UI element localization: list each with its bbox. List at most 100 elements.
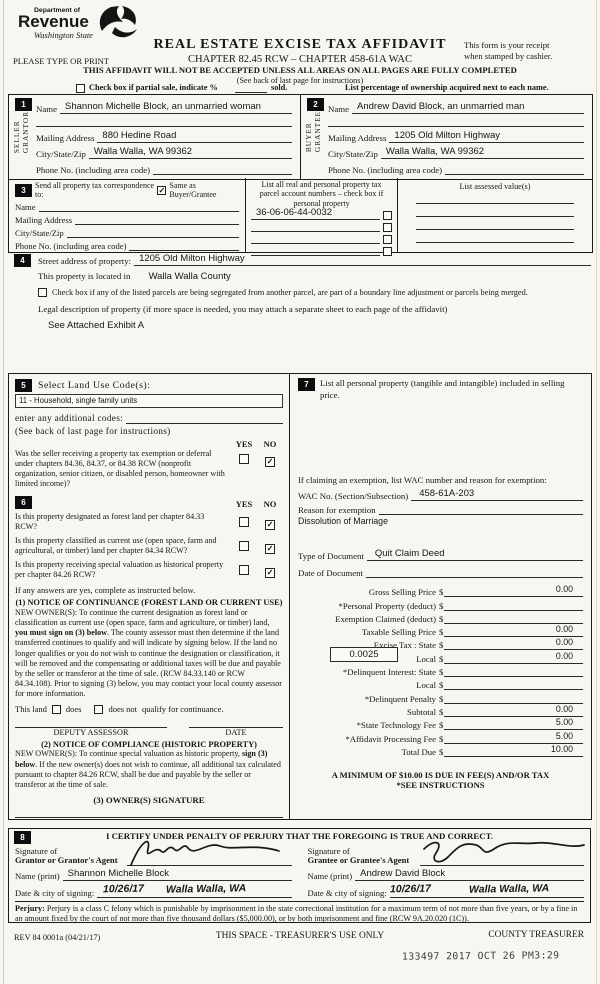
county-treasurer-label: COUNTY TREASURER — [488, 930, 584, 940]
corr-phone-label: Phone No. (including area code) — [15, 241, 127, 251]
grantor-date-line: 10/26/17 Walla Walla, WA — [97, 879, 292, 898]
form-revision-number: REV 84 0001a (04/21/17) — [14, 933, 101, 942]
wac-row: WAC No. (Section/Subsection) 458-61A-203 — [298, 485, 583, 501]
exemption-yes-checkbox — [239, 454, 249, 464]
parcel-row — [251, 244, 392, 257]
land-use-box: 5 Select Land Use Code(s): 11 - Househol… — [8, 373, 290, 820]
wac-label: WAC No. (Section/Subsection) — [298, 491, 409, 501]
if-yes-note: If any answers are yes, complete as inst… — [15, 584, 196, 595]
money-row-taxable: Taxable Selling Price $0.00 — [298, 624, 583, 638]
notice-continuance-title: (1) NOTICE OF CONTINUANCE (FOREST LAND O… — [15, 597, 283, 607]
historic-yes-checkbox — [239, 564, 249, 575]
seller-side-label: SELLER GRANTOR — [12, 111, 30, 153]
exemption-intro: If claiming an exemption, list WAC numbe… — [298, 475, 547, 485]
seller-mailing-label: Mailing Address — [36, 133, 95, 143]
grantor-name-row: Name (print) Shannon Michelle Block — [15, 866, 292, 881]
qualify-prefix: This land — [15, 704, 47, 715]
tech-fee-label: *State Technology Fee — [356, 720, 436, 731]
historic-no-checkbox: ✓ — [265, 567, 275, 578]
grantee-sig-row: Signature of Grantee or Grantee's Agent — [308, 841, 585, 866]
grantor-sig-row: Signature of Grantor or Grantor's Agent — [15, 840, 292, 866]
corr-city-label: City/State/Zip — [15, 228, 64, 238]
same-as-buyer-label: Same as Buyer/Grantee — [169, 181, 217, 199]
warning-line: THIS AFFIDAVIT WILL NOT BE ACCEPTED UNLE… — [83, 65, 517, 75]
section-6-number: 6 — [15, 496, 32, 510]
grantee-name-label: Name (print) — [307, 871, 353, 881]
minimum-fee-note: A MINIMUM OF $10.00 IS DUE IN FEE(S) AND… — [298, 770, 583, 791]
excise-local-label: Local — [416, 653, 436, 664]
grantor-date-row: Date & city of signing: 10/26/17 Walla W… — [15, 881, 292, 898]
subtotal-value: 0.00 — [444, 704, 583, 717]
seller-city-label: City/State/Zip — [36, 149, 86, 159]
buyer-side-label: BUYER GRANTEE — [304, 111, 322, 152]
scan-edge-left — [3, 0, 4, 984]
grantor-sig-label2: Grantor or Grantor's Agent — [15, 855, 118, 866]
buyer-mailing-value: 1205 Old Milton Highway — [389, 130, 584, 143]
excise-tax-box: 7 List all personal property (tangible a… — [289, 373, 592, 820]
grantor-name-label: Name (print) — [15, 871, 60, 881]
assessed-column: List assessed value(s) — [397, 178, 592, 252]
buyer-name-value: Andrew David Block, an unmarried man — [352, 101, 584, 114]
buyer-side-word2: GRANTEE — [313, 111, 322, 153]
seller-name-value: Shannon Michelle Block, an unmarried wom… — [60, 101, 292, 114]
corr-phone-row: Phone No. (including area code) — [15, 238, 239, 251]
delinq-interest-state-value — [444, 664, 583, 678]
treasurer-use-label: THIS SPACE - TREASURER'S USE ONLY — [215, 931, 385, 941]
perjury-lead: Perjury: — [15, 904, 45, 913]
correspondence-column: 3 Send all property tax correspondence t… — [9, 178, 245, 252]
forest-yes-checkbox — [239, 517, 249, 528]
grantor-city-handwriting: Walla Walla, WA — [166, 882, 247, 896]
tech-fee-value: 5.00 — [444, 717, 583, 731]
corr-name-row: Name — [15, 199, 239, 212]
personal-property-intro: List all personal property (tangible and… — [320, 378, 565, 400]
grantor-date-label: Date & city of signing: — [15, 888, 95, 898]
section-6-header: 6 YES NO — [15, 496, 283, 510]
parcel-column: List all real and personal property tax … — [245, 178, 397, 257]
seller-phone-value — [153, 173, 292, 175]
land-use-header: 5 Select Land Use Code(s): — [15, 378, 283, 393]
notice2-text-pre: NEW OWNER(S): To continue special valuat… — [15, 749, 242, 759]
money-row-delinq-interest-local: Local $ — [298, 677, 583, 691]
dollar-sign: $ — [439, 600, 444, 611]
form-subtitle: CHAPTER 82.45 RCW – CHAPTER 458-61A WAC — [188, 54, 412, 65]
yes-no-header-5: YES NO — [15, 439, 283, 449]
delinq-interest-state-label: *Delinquent Interest: State — [342, 667, 436, 678]
assessor-date-line — [189, 726, 283, 729]
partial-sale-sold-label: sold. — [271, 83, 288, 92]
minimum-fee-line1: A MINIMUM OF $10.00 IS DUE IN FEE(S) AND… — [331, 769, 550, 780]
parcel-line-2 — [251, 230, 380, 233]
buyer-section: 2 BUYER GRANTEE Name Andrew David Block,… — [300, 95, 592, 179]
document-date-row: Date of Document — [298, 561, 583, 578]
money-row-delinq-penalty: *Delinquent Penalty $ — [298, 690, 583, 704]
logo-state-text: Washington State — [34, 30, 93, 40]
personal-property-header: 7 List all personal property (tangible a… — [298, 378, 583, 401]
buyer-mailing-row: Mailing Address 1205 Old Milton Highway — [328, 127, 584, 143]
seller-side-word1: SELLER — [12, 120, 21, 154]
money-row-processing-fee: *Affidavit Processing Fee $5.00 — [298, 730, 583, 744]
grantee-date-row: Date & city of signing: 10/26/17 Walla W… — [308, 881, 584, 898]
tax-correspondence-box: 3 Send all property tax correspondence t… — [8, 178, 593, 257]
corr-phone-line — [129, 249, 239, 251]
dollar-sign: $ — [439, 667, 444, 678]
no-header-6: NO — [263, 499, 277, 510]
grantor-signature-line — [127, 840, 292, 866]
reason-line — [378, 513, 583, 515]
buyer-city-value: Walla Walla, WA 99362 — [380, 146, 584, 159]
parcel-row — [251, 220, 392, 233]
forest-land-question: Is this property designated as forest la… — [15, 512, 283, 532]
street-address-row: Street address of property: 1205 Old Mil… — [38, 253, 591, 266]
current-use-question: Is this property classified as current u… — [15, 536, 283, 556]
historic-question-text: Is this property receiving special valua… — [15, 559, 224, 579]
corr-name-line — [38, 210, 239, 212]
parties-box: 1 SELLER GRANTOR Name Shannon Michelle B… — [8, 94, 593, 180]
seller-name-row: Name Shannon Michelle Block, an unmarrie… — [36, 100, 292, 114]
money-row-gross: Gross Selling Price $0.00 — [298, 584, 583, 598]
partial-sale-percent-line — [235, 83, 267, 93]
money-row-personal: *Personal Property (deduct) $ — [298, 597, 583, 611]
money-row-subtotal: Subtotal $0.00 — [298, 704, 583, 717]
seller-section: 1 SELLER GRANTOR Name Shannon Michelle B… — [9, 95, 300, 179]
notice2-text-post: . If the new owner(s) does not wish to c… — [15, 759, 281, 789]
ownership-note: List percentage of ownership acquired ne… — [345, 83, 549, 92]
does-checkbox — [51, 704, 61, 714]
